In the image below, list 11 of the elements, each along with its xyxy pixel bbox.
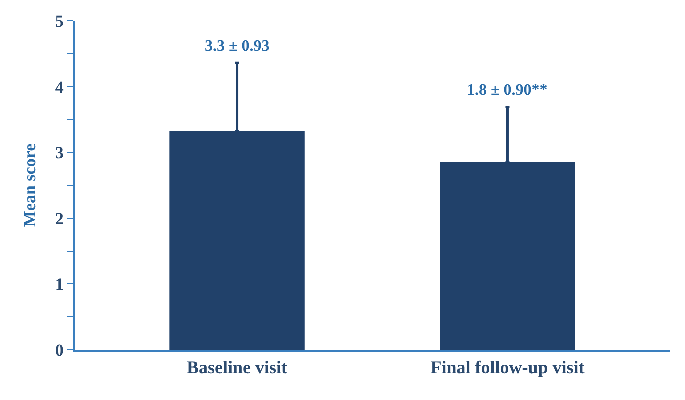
y-tick-label: 3 [55, 144, 64, 163]
y-tick-label: 1 [55, 275, 64, 294]
y-tick-label: 0 [55, 340, 64, 360]
y-tick-label: 5 [55, 12, 64, 31]
x-tick-label: Baseline visit [187, 357, 288, 378]
annotation: 1.8 ± 0.90** [467, 82, 548, 99]
y-tick-label: 4 [55, 78, 64, 97]
x-tick-label: Final follow-up visit [430, 357, 585, 378]
y-tick-label: 2 [55, 209, 64, 228]
annotation: 3.3 ± 0.93 [205, 38, 270, 55]
y-axis-title: Mean score [20, 143, 40, 228]
